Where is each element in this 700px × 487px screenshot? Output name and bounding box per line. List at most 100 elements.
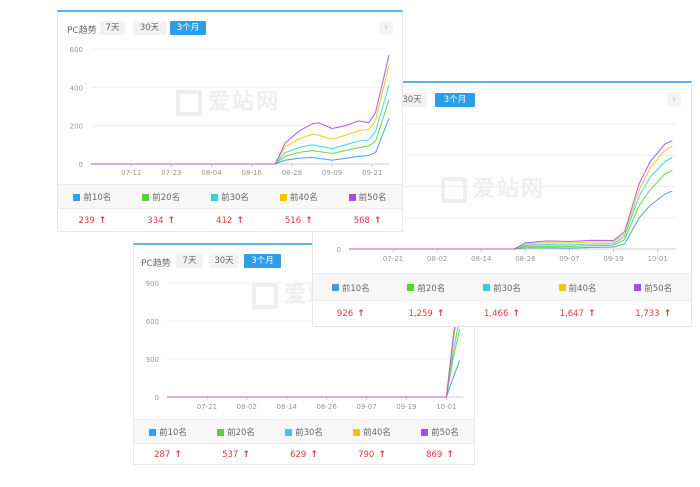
x-tick-label: 08-02 xyxy=(427,255,447,263)
legend-swatch xyxy=(407,284,415,291)
range-7d-button[interactable]: 7天 xyxy=(100,21,125,35)
legend-item-top40[interactable]: 前40名 xyxy=(338,420,406,444)
value-top30: 412 ↑ xyxy=(196,209,265,233)
value-top50: 568 ↑ xyxy=(333,209,402,233)
legend-swatch xyxy=(73,193,81,201)
series-line-top30 xyxy=(349,156,673,250)
range-30d-button[interactable]: 30天 xyxy=(209,254,239,268)
x-tick-label: 09-19 xyxy=(603,255,623,263)
x-tick-label: 07-21 xyxy=(197,403,217,411)
range-30d-button[interactable]: 30天 xyxy=(397,93,427,107)
x-tick-label: 08-16 xyxy=(242,169,263,177)
series-line-top40 xyxy=(91,64,390,165)
legend-item-top40[interactable]: 前40名 xyxy=(540,274,616,301)
arrow-up-icon: ↑ xyxy=(357,309,365,319)
value-text: 537 xyxy=(222,450,239,460)
value-text: 287 xyxy=(154,450,171,460)
legend-item-top20[interactable]: 前20名 xyxy=(389,274,465,301)
value-top10: 287 ↑ xyxy=(134,444,202,466)
series-line-top20 xyxy=(167,328,461,398)
y-tick-label: 0 xyxy=(79,161,83,169)
legend-item-top30[interactable]: 前30名 xyxy=(196,185,265,209)
legend-item-top30[interactable]: 前30名 xyxy=(464,274,540,301)
legend-label: 前50名 xyxy=(644,283,673,294)
series-line-top40 xyxy=(349,145,673,250)
range-3m-button[interactable]: 3个月 xyxy=(170,21,206,35)
arrow-up-icon: ↑ xyxy=(98,216,107,226)
x-tick-label: 10-01 xyxy=(647,255,667,263)
trend-panel-1: 爱站网 PC趋势 7天 30天 3个月 › 0 200 400 600 07-11 07-… xyxy=(57,10,403,232)
legend-item-top10[interactable]: 前10名 xyxy=(313,274,389,301)
legend-item-top50[interactable]: 前50名 xyxy=(333,185,402,209)
value-top40: 790 ↑ xyxy=(338,444,406,466)
x-tick-label: 08-28 xyxy=(282,169,302,177)
arrow-up-icon: ↑ xyxy=(446,450,454,460)
legend-label: 前30名 xyxy=(221,193,249,203)
y-tick-label: 600 xyxy=(70,46,83,54)
value-text: 1,733 xyxy=(635,309,660,319)
series-line-top20 xyxy=(349,169,673,250)
series-line-top50 xyxy=(349,140,673,250)
legend-swatch xyxy=(217,428,225,436)
x-tick-label: 08-14 xyxy=(277,403,298,411)
arrow-up-icon: ↑ xyxy=(236,216,244,226)
x-tick-label: 09-09 xyxy=(322,169,342,177)
legend-swatch xyxy=(421,428,429,436)
range-30d-button[interactable]: 30天 xyxy=(133,21,166,35)
range-3m-button[interactable]: 3个月 xyxy=(244,254,281,268)
legend-label: 前30名 xyxy=(295,428,323,438)
x-tick-label: 08-14 xyxy=(471,255,492,263)
legend-label: 前30名 xyxy=(493,283,521,294)
arrow-up-icon: ↑ xyxy=(305,216,313,226)
legend-swatch xyxy=(211,193,219,201)
next-arrow-icon[interactable]: › xyxy=(379,21,393,35)
x-tick-label: 07-21 xyxy=(383,255,403,263)
arrow-up-icon: ↑ xyxy=(378,450,386,460)
legend-item-top20[interactable]: 前20名 xyxy=(202,420,270,444)
series-line-top10 xyxy=(349,190,673,250)
values-row: 287 ↑ 537 ↑ 629 ↑ 790 ↑ 869 ↑ xyxy=(134,443,474,466)
legend-item-top10[interactable]: 前10名 xyxy=(134,420,202,444)
legend-label: 前50名 xyxy=(431,428,459,438)
value-top50: 1,733 ↑ xyxy=(615,301,691,327)
legend-item-top10[interactable]: 前10名 xyxy=(58,185,127,209)
legend-item-top40[interactable]: 前40名 xyxy=(264,185,333,209)
legend-label: 前20名 xyxy=(227,428,255,438)
next-arrow-icon[interactable]: › xyxy=(667,93,681,107)
x-tick-label: 09-21 xyxy=(362,169,382,177)
value-text: 334 xyxy=(147,216,164,226)
value-top20: 537 ↑ xyxy=(202,444,270,466)
value-text: 568 xyxy=(353,216,370,226)
value-text: 1,259 xyxy=(408,309,433,319)
legend-label: 前40名 xyxy=(289,193,318,203)
x-tick-label: 08-02 xyxy=(237,403,257,411)
legend-item-top30[interactable]: 前30名 xyxy=(270,420,338,444)
legend-label: 前10名 xyxy=(341,283,370,294)
legend-label: 前20名 xyxy=(417,283,446,294)
legend-item-top50[interactable]: 前50名 xyxy=(615,274,691,301)
value-text: 629 xyxy=(290,450,307,460)
arrow-up-icon: ↑ xyxy=(436,309,445,319)
legend-item-top50[interactable]: 前50名 xyxy=(406,420,474,444)
value-text: 869 xyxy=(426,450,443,460)
series-line-top20 xyxy=(91,99,390,165)
value-text: 1,647 xyxy=(559,309,584,319)
value-top50: 869 ↑ xyxy=(406,444,474,466)
y-tick-label: 400 xyxy=(70,84,83,92)
trend-chart: 0 200 400 600 07-11 07-23 08-04 08-16 08-28 09-09… xyxy=(70,46,390,177)
range-7d-button[interactable]: 7天 xyxy=(176,254,203,268)
y-tick-label: 600 xyxy=(146,318,159,326)
arrow-up-icon: ↑ xyxy=(663,309,672,319)
arrow-up-icon: ↑ xyxy=(587,309,596,319)
value-top10: 239 ↑ xyxy=(58,209,127,233)
legend-label: 前10名 xyxy=(83,193,112,203)
range-3m-button[interactable]: 3个月 xyxy=(435,93,475,107)
legend-swatch xyxy=(634,284,642,291)
legend-swatch xyxy=(142,193,150,201)
legend-label: 前40名 xyxy=(568,283,597,294)
value-text: 239 xyxy=(78,216,95,226)
legend-item-top20[interactable]: 前20名 xyxy=(127,185,196,209)
series-line-top30 xyxy=(91,84,390,165)
arrow-up-icon: ↑ xyxy=(373,216,382,226)
legend-label: 前50名 xyxy=(358,193,387,203)
